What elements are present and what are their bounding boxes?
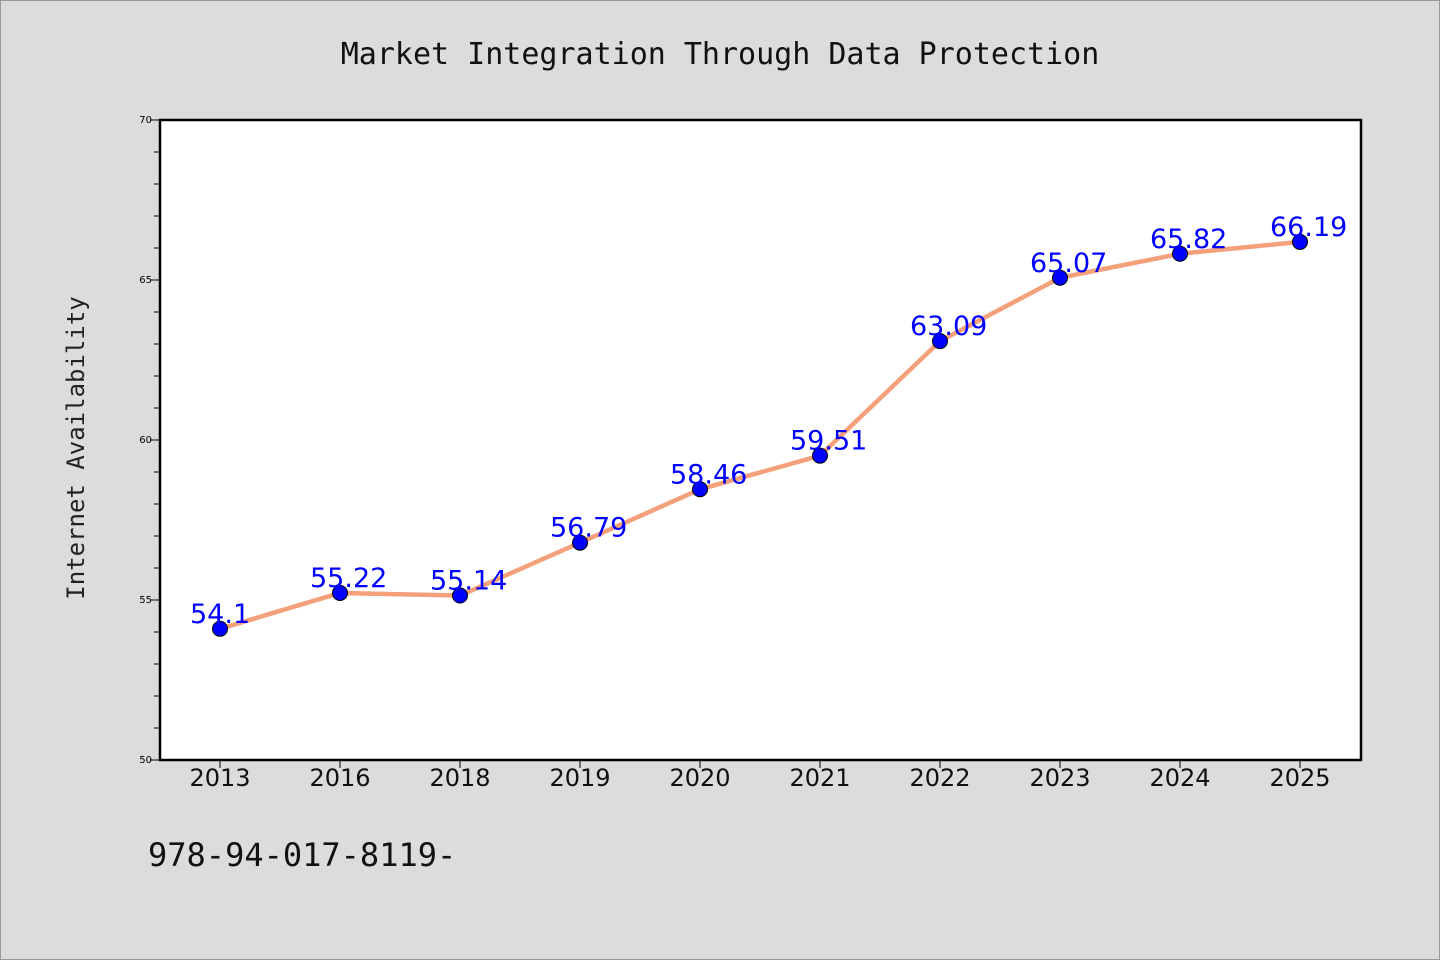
data-markers: [212, 233, 1308, 637]
x-tick-label: 2024: [1149, 764, 1210, 792]
y-tick-label: 50: [139, 755, 152, 766]
x-tick-label: 2021: [789, 764, 850, 792]
x-tick-label: 2016: [309, 764, 370, 792]
data-label: 56.79: [550, 513, 627, 544]
data-label: 66.19: [1270, 212, 1347, 243]
x-tick-label: 2019: [549, 764, 610, 792]
data-label: 55.14: [430, 566, 507, 597]
data-point: [1052, 269, 1068, 286]
data-point: [572, 534, 588, 551]
data-point: [812, 447, 828, 464]
data-label: 65.07: [1030, 248, 1107, 279]
data-point: [692, 481, 708, 498]
y-tick-label: 65: [139, 275, 152, 286]
data-label: 59.51: [790, 426, 867, 457]
data-point: [332, 584, 348, 601]
data-label: 63.09: [910, 311, 987, 342]
data-label: 65.82: [1150, 224, 1227, 255]
x-axis-ticks: 2013 2016 2018 2019 2020 2021 2022 2023 2024 2025: [189, 760, 1331, 792]
data-point: [1172, 245, 1188, 262]
y-tick-label: 60: [139, 435, 152, 446]
y-tick-label: 55: [139, 595, 152, 606]
data-label: 55.22: [310, 563, 387, 594]
plot-area: [158, 118, 1363, 762]
data-point: [1292, 233, 1308, 250]
isbn-text: 978-94-017-8119-: [148, 836, 456, 874]
x-tick-label: 2023: [1029, 764, 1090, 792]
x-tick-label: 2025: [1269, 764, 1330, 792]
x-tick-label: 2022: [909, 764, 970, 792]
y-axis-label: Internet Availability: [62, 296, 90, 599]
chart-title: Market Integration Through Data Protecti…: [341, 37, 1100, 72]
y-axis-ticks: 50 55 60 65 70: [139, 115, 160, 766]
data-label: 58.46: [670, 459, 747, 490]
data-point: [932, 333, 948, 350]
data-point: [452, 587, 468, 604]
x-tick-label: 2018: [429, 764, 490, 792]
x-tick-label: 2020: [669, 764, 730, 792]
data-labels: 54.1 55.22 55.14 56.79 58.46 59.51 63.09 65.07 6…: [190, 212, 1347, 630]
data-label: 54.1: [190, 599, 250, 630]
x-tick-label: 2013: [189, 764, 250, 792]
y-tick-label: 70: [139, 115, 152, 126]
data-point: [212, 620, 228, 637]
series-line: [217, 239, 1303, 632]
